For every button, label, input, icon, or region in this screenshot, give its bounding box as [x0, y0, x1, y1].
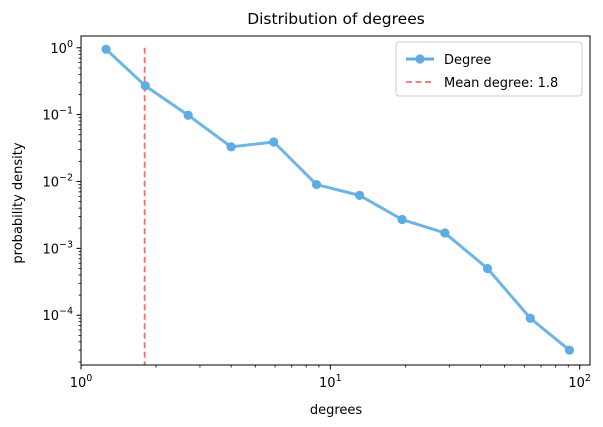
legend-label-mean: Mean degree: 1.8	[444, 76, 558, 91]
data-point	[397, 214, 407, 225]
data-point	[354, 190, 365, 200]
x-axis-label: degrees	[310, 403, 363, 418]
legend-label-degree: Degree	[444, 53, 491, 68]
x-tick-label: 100	[70, 373, 93, 391]
x-tick-label: 102	[568, 373, 591, 391]
data-point	[101, 44, 111, 54]
data-point	[183, 110, 193, 120]
y-tick-label: 100	[50, 39, 73, 57]
data-point	[440, 228, 450, 238]
data-point	[311, 179, 322, 190]
legend: Degree Mean degree: 1.8	[395, 41, 583, 97]
y-tick-label: 10−3	[42, 239, 73, 257]
plot-frame	[80, 35, 591, 366]
data-point	[226, 142, 236, 152]
y-tick-label: 10−2	[42, 172, 73, 190]
data-point	[269, 137, 279, 147]
data-point	[482, 263, 493, 274]
plot-area: 100 101 102 100 10−1 10−2 10−3 10−4 Degree Mean d…	[42, 35, 591, 391]
legend-box	[395, 41, 583, 97]
chart-title: Distribution of degrees	[247, 10, 425, 28]
data-point	[564, 345, 575, 355]
series-line-degree	[104, 47, 571, 352]
data-point	[525, 313, 535, 323]
y-tick-label: 10−4	[42, 306, 73, 324]
legend-marker-degree	[415, 54, 425, 64]
x-tick-label: 101	[319, 373, 342, 391]
y-tick-label: 10−1	[42, 106, 73, 124]
y-axis-label: probability density	[11, 142, 26, 263]
data-point	[140, 81, 150, 91]
